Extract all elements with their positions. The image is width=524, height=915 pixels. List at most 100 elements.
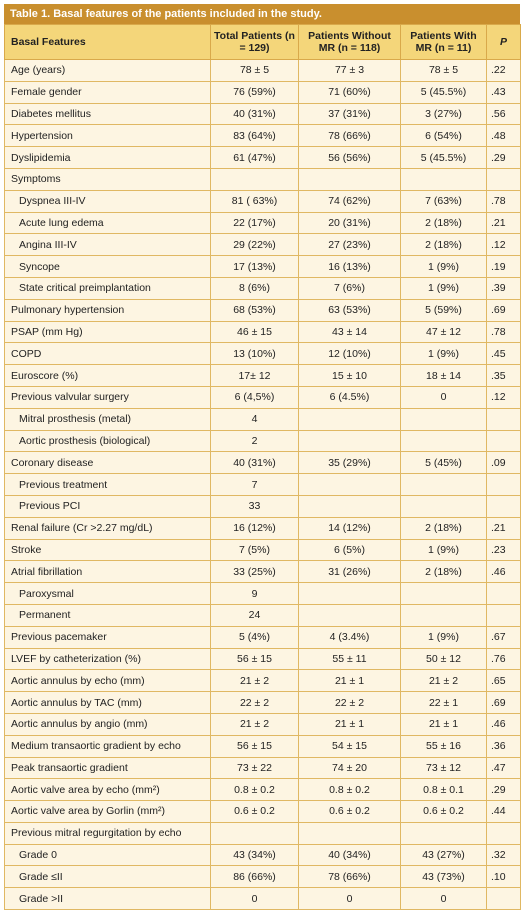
row-label: Euroscore (%): [4, 364, 211, 387]
empty-cell: [486, 582, 521, 605]
empty-cell: [298, 821, 401, 845]
cell: 5 (59%): [400, 298, 487, 322]
table-row: PSAP (mm Hg) 46 ± 15 43 ± 14 47 ± 12.78: [4, 320, 521, 344]
cell: 0.8 ± 0.1: [400, 778, 487, 802]
column-header: Patients Without MR (n = 118): [298, 24, 401, 60]
cell: 61 (47%): [210, 146, 299, 169]
row-label: Aortic annulus by echo (mm): [4, 669, 211, 693]
cell: 43 (73%): [400, 865, 487, 889]
table-row: Mitral prosthesis (metal) 4: [4, 407, 521, 431]
cell: .47: [486, 756, 521, 780]
table-body: Age (years) 78 ± 5 77 ± 3 78 ± 5.22 Female g…: [4, 59, 521, 911]
cell: 0.8 ± 0.2: [298, 778, 401, 802]
cell: 22 (17%): [210, 211, 299, 235]
cell: .56: [486, 102, 521, 126]
cell: .32: [486, 843, 521, 867]
cell: .21: [486, 211, 521, 235]
row-label: Paroxysmal: [4, 582, 211, 605]
cell: .22: [486, 59, 521, 82]
empty-cell: [400, 167, 487, 191]
table-title: Table 1. Basal features of the patients …: [4, 4, 520, 24]
cell: 7 (5%): [210, 538, 299, 562]
table-row: Grade 0 43 (34%) 40 (34%) 43 (27%) .32: [4, 843, 521, 867]
cell: 81 ( 63%): [210, 189, 299, 213]
table-row: Dyslipidemia 61 (47%) 56 (56%) 5 (45.5%) .29: [4, 146, 521, 169]
cell: 33: [210, 494, 299, 518]
empty-cell: [400, 494, 487, 518]
table-row: Angina III-IV 29 (22%) 27 (23%) 2 (18%) .12: [4, 233, 521, 257]
header-row: Basal Features Total Patients (n = 129) Pa…: [4, 24, 521, 60]
cell: 29 (22%): [210, 233, 299, 257]
cell: .46: [486, 712, 521, 736]
row-label: Aortic valve area by Gorlin (mm²): [4, 800, 211, 823]
cell: .46: [486, 560, 521, 584]
cell: 0: [210, 887, 299, 911]
row-label: State critical preimplantation: [4, 276, 211, 300]
row-label: COPD: [4, 342, 211, 366]
table-row: Grade ≤II 86 (66%) 78 (66%) 43 (73%) .10: [4, 865, 521, 889]
table-row: Coronary disease 40 (31%) 35 (29%) 5 (45%).…: [4, 451, 521, 475]
cell: 27 (23%): [298, 233, 401, 257]
cell: 21 ± 1: [400, 712, 487, 736]
cell: 83 (64%): [210, 124, 299, 148]
row-label: Mitral prosthesis (metal): [4, 407, 211, 431]
row-label: Hypertension: [4, 124, 211, 148]
cell: 1 (9%): [400, 538, 487, 562]
table-row: Female gender 76 (59%) 71 (60%) 5 (45.5%) .4…: [4, 80, 521, 104]
empty-cell: [486, 167, 521, 191]
cell: .36: [486, 734, 521, 758]
row-label: Peak transaortic gradient: [4, 756, 211, 780]
cell: 73 ± 22: [210, 756, 299, 780]
cell: .09: [486, 451, 521, 475]
cell: 21 ± 2: [210, 669, 299, 693]
column-header: Basal Features: [4, 24, 211, 60]
row-label: Grade ≤II: [4, 865, 211, 889]
table-row: Paroxysmal 9: [4, 582, 521, 605]
table-row: LVEF by catheterization (%) 56 ± 15 55 ± 1…: [4, 647, 521, 671]
table-container: Table 1. Basal features of the patients …: [4, 4, 521, 911]
row-label: Acute lung edema: [4, 211, 211, 235]
cell: 8 (6%): [210, 276, 299, 300]
row-label: Aortic valve area by echo (mm²): [4, 778, 211, 802]
table-row: Diabetes mellitus 40 (31%) 37 (31%) 3 (27%)…: [4, 102, 521, 126]
row-label: Aortic prosthesis (biological): [4, 429, 211, 453]
cell: 78 ± 5: [210, 59, 299, 82]
row-label: Aortic annulus by angio (mm): [4, 712, 211, 736]
cell: 0: [400, 385, 487, 409]
row-label: Symptoms: [4, 167, 211, 191]
cell: 0: [400, 887, 487, 911]
cell: 6 (5%): [298, 538, 401, 562]
cell: .12: [486, 385, 521, 409]
table-row: Previous valvular surgery 6 (4,5%) 6 (4.5%…: [4, 385, 521, 409]
table-row: Permanent 24: [4, 603, 521, 627]
row-label: Female gender: [4, 80, 211, 104]
table-row: Previous mitral regurgitation by echo: [4, 821, 521, 845]
cell: 22 ± 1: [400, 691, 487, 714]
cell: .23: [486, 538, 521, 562]
empty-cell: [486, 429, 521, 453]
column-header: Patients With MR (n = 11): [400, 24, 487, 60]
cell: .39: [486, 276, 521, 300]
empty-cell: [298, 473, 401, 496]
row-label: Previous valvular surgery: [4, 385, 211, 409]
cell: 86 (66%): [210, 865, 299, 889]
row-label: PSAP (mm Hg): [4, 320, 211, 344]
table-row: Aortic valve area by echo (mm²) 0.8 ± 0.2…: [4, 778, 521, 802]
table-row: Medium transaortic gradient by echo 56 ± …: [4, 734, 521, 758]
table-row: Syncope 17 (13%) 16 (13%) 1 (9%) .19: [4, 255, 521, 278]
cell: 5 (45.5%): [400, 80, 487, 104]
cell: .29: [486, 146, 521, 169]
row-label: LVEF by catheterization (%): [4, 647, 211, 671]
cell: .67: [486, 625, 521, 649]
cell: 2 (18%): [400, 211, 487, 235]
cell: 76 (59%): [210, 80, 299, 104]
table-row: Peak transaortic gradient 73 ± 22 74 ± 20 7…: [4, 756, 521, 780]
table-row: Age (years) 78 ± 5 77 ± 3 78 ± 5.22: [4, 59, 521, 82]
table-row: Aortic annulus by angio (mm) 21 ± 2 21 ± 1…: [4, 712, 521, 736]
cell: 7 (63%): [400, 189, 487, 213]
empty-cell: [210, 167, 299, 191]
cell: 40 (31%): [210, 451, 299, 475]
cell: .45: [486, 342, 521, 366]
row-label: Grade >II: [4, 887, 211, 911]
